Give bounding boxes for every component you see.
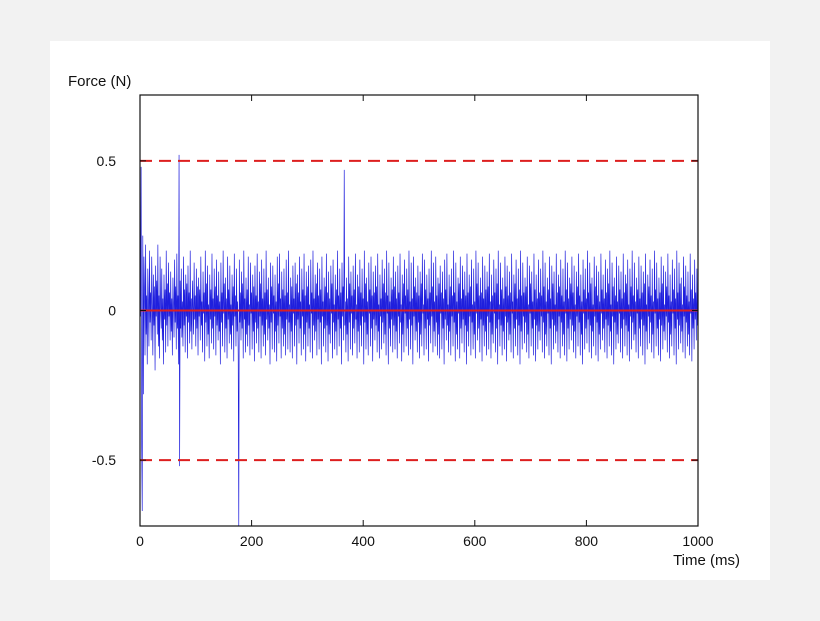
x-tick-label: 200 [240,533,264,549]
x-tick-label: 600 [463,533,487,549]
axes-layer: 0 200 400 600 800 1000 0.5 0 -0.5 [92,94,714,549]
x-axis-title: Time (ms) [673,552,740,569]
plot-layer [140,154,698,526]
y-tick-label: 0.5 [97,153,117,169]
x-tick-label: 1000 [682,533,713,549]
x-tick-label: 0 [136,533,144,549]
y-tick-label: 0 [108,303,116,319]
x-tick-label: 800 [575,533,599,549]
y-tick-label: -0.5 [92,452,116,468]
force-time-chart: 0 200 400 600 800 1000 0.5 0 -0.5 Force (N) Time… [68,73,740,569]
figure-panel: 0 200 400 600 800 1000 0.5 0 -0.5 Force (N) Time… [50,41,770,580]
x-tick-label: 400 [352,533,376,549]
series-line-0 [140,154,698,526]
y-axis-title: Force (N) [68,73,131,90]
